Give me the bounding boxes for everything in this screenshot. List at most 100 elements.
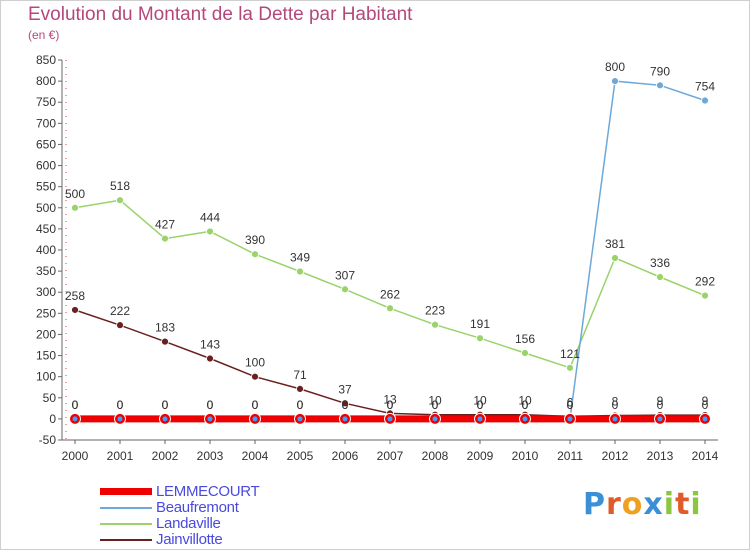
data-point xyxy=(71,203,79,212)
y-tick-label: 50 xyxy=(43,391,57,405)
data-label: 0 xyxy=(657,398,664,412)
data-point xyxy=(161,337,169,346)
data-point xyxy=(476,334,484,343)
data-label: 258 xyxy=(65,289,85,303)
data-label: 444 xyxy=(200,210,220,224)
data-label: 518 xyxy=(110,179,130,193)
data-point-center xyxy=(117,416,123,422)
data-point xyxy=(206,227,214,236)
x-tick-label: 2013 xyxy=(647,449,674,463)
data-label: 0 xyxy=(612,398,619,412)
data-point xyxy=(341,399,349,408)
data-point xyxy=(566,363,574,372)
data-label: 71 xyxy=(293,368,307,382)
data-point xyxy=(611,254,619,262)
data-point-center xyxy=(342,416,348,422)
data-label: 10 xyxy=(473,394,487,408)
y-tick-label: 200 xyxy=(36,327,56,341)
data-label: 0 xyxy=(477,398,484,412)
data-label: 37 xyxy=(338,382,352,396)
data-label: 307 xyxy=(335,268,355,282)
data-label: 0 xyxy=(387,398,394,412)
data-label: 0 xyxy=(72,398,79,412)
data-label: 0 xyxy=(117,398,124,412)
proxiti-logo: Proxiti xyxy=(583,487,702,522)
data-label: 349 xyxy=(290,251,310,265)
x-tick-label: 2001 xyxy=(107,449,134,463)
chart-subtitle: (en €) xyxy=(28,28,60,42)
data-label: 790 xyxy=(650,64,670,78)
y-tick-label: -50 xyxy=(39,433,57,447)
data-point xyxy=(296,267,304,276)
data-label: 0 xyxy=(477,398,484,412)
y-tick-label: 550 xyxy=(36,180,56,194)
x-tick-label: 2012 xyxy=(602,449,629,463)
y-tick-label: 100 xyxy=(36,370,56,384)
data-label: 143 xyxy=(200,338,220,352)
data-point-center xyxy=(522,416,528,422)
data-label: 336 xyxy=(650,256,670,270)
y-tick-label: 650 xyxy=(36,137,56,151)
x-tick-label: 2002 xyxy=(152,449,179,463)
series-points xyxy=(69,77,711,425)
y-tick-label: 500 xyxy=(36,201,56,215)
data-point-center xyxy=(252,416,258,422)
data-point-center xyxy=(567,416,573,422)
x-tick-label: 2014 xyxy=(692,449,719,463)
data-label: 0 xyxy=(702,398,709,412)
data-label: 10 xyxy=(428,394,442,408)
data-label: 0 xyxy=(387,398,394,412)
data-label: 262 xyxy=(380,287,400,301)
x-tick-label: 2000 xyxy=(62,449,89,463)
legend-label: Landaville xyxy=(156,515,221,532)
data-label: 10 xyxy=(518,394,532,408)
x-tick-label: 2009 xyxy=(467,449,494,463)
y-tick-label: 150 xyxy=(36,349,56,363)
legend-label: LEMMECOURT xyxy=(156,483,260,500)
data-label: 0 xyxy=(162,398,169,412)
data-point-center xyxy=(72,416,78,422)
y-tick-label: 850 xyxy=(36,53,56,67)
data-point-center xyxy=(207,416,213,422)
y-tick-label: 700 xyxy=(36,116,56,130)
data-point xyxy=(701,291,709,300)
data-label: 100 xyxy=(245,356,265,370)
y-tick-label: 800 xyxy=(36,74,56,88)
data-label: 0 xyxy=(162,398,169,412)
y-tick-label: 450 xyxy=(36,222,56,236)
y-tick-label: 600 xyxy=(36,159,56,173)
data-label: 0 xyxy=(207,398,214,412)
data-label: 0 xyxy=(567,398,574,412)
legend-label: Jainvillotte xyxy=(156,531,223,548)
data-point-center xyxy=(162,416,168,422)
data-label: 223 xyxy=(425,304,445,318)
data-point xyxy=(521,349,529,357)
y-tick-label: 350 xyxy=(36,264,56,278)
data-point xyxy=(251,372,259,381)
x-tick-label: 2006 xyxy=(332,449,359,463)
data-point xyxy=(656,273,664,281)
x-tick-label: 2003 xyxy=(197,449,224,463)
data-label: 9 xyxy=(657,394,664,408)
legend-swatch xyxy=(100,507,152,509)
data-point xyxy=(296,385,304,393)
data-point xyxy=(431,320,439,329)
data-label: 390 xyxy=(245,233,265,247)
data-label: 0 xyxy=(297,398,304,412)
data-label: 0 xyxy=(72,398,79,412)
y-tick-label: 300 xyxy=(36,285,56,299)
x-tick-label: 2007 xyxy=(377,449,404,463)
legend-swatch xyxy=(100,539,152,541)
x-tick-label: 2008 xyxy=(422,449,449,463)
data-point xyxy=(116,321,124,330)
data-label: 13 xyxy=(383,392,397,406)
data-label: 6 xyxy=(567,395,574,409)
data-point xyxy=(71,306,79,314)
data-label: 754 xyxy=(695,80,715,94)
y-tick-label: 0 xyxy=(49,412,56,426)
legend-swatch xyxy=(100,488,152,495)
data-label: 0 xyxy=(207,398,214,412)
data-point xyxy=(116,196,124,205)
